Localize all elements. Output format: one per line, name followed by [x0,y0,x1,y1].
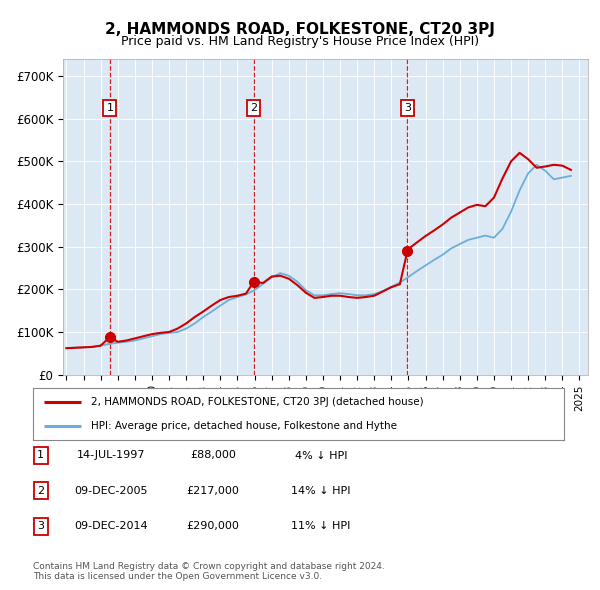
Text: £217,000: £217,000 [187,486,239,496]
Text: Price paid vs. HM Land Registry's House Price Index (HPI): Price paid vs. HM Land Registry's House … [121,35,479,48]
Text: 11% ↓ HPI: 11% ↓ HPI [292,522,350,531]
Text: HPI: Average price, detached house, Folkestone and Hythe: HPI: Average price, detached house, Folk… [91,421,397,431]
Text: 2, HAMMONDS ROAD, FOLKESTONE, CT20 3PJ (detached house): 2, HAMMONDS ROAD, FOLKESTONE, CT20 3PJ (… [91,397,424,407]
Text: £290,000: £290,000 [187,522,239,531]
Text: 3: 3 [404,103,411,113]
Text: 09-DEC-2014: 09-DEC-2014 [74,522,148,531]
Text: 14-JUL-1997: 14-JUL-1997 [77,451,145,460]
Text: 2: 2 [37,486,44,496]
Text: 09-DEC-2005: 09-DEC-2005 [74,486,148,496]
Text: 2: 2 [250,103,257,113]
Text: 1: 1 [37,451,44,460]
Text: 2, HAMMONDS ROAD, FOLKESTONE, CT20 3PJ: 2, HAMMONDS ROAD, FOLKESTONE, CT20 3PJ [105,22,495,37]
Text: Contains HM Land Registry data © Crown copyright and database right 2024.
This d: Contains HM Land Registry data © Crown c… [33,562,385,581]
Text: 4% ↓ HPI: 4% ↓ HPI [295,451,347,460]
Text: 14% ↓ HPI: 14% ↓ HPI [291,486,351,496]
Text: 1: 1 [106,103,113,113]
Text: 3: 3 [37,522,44,531]
Text: £88,000: £88,000 [190,451,236,460]
